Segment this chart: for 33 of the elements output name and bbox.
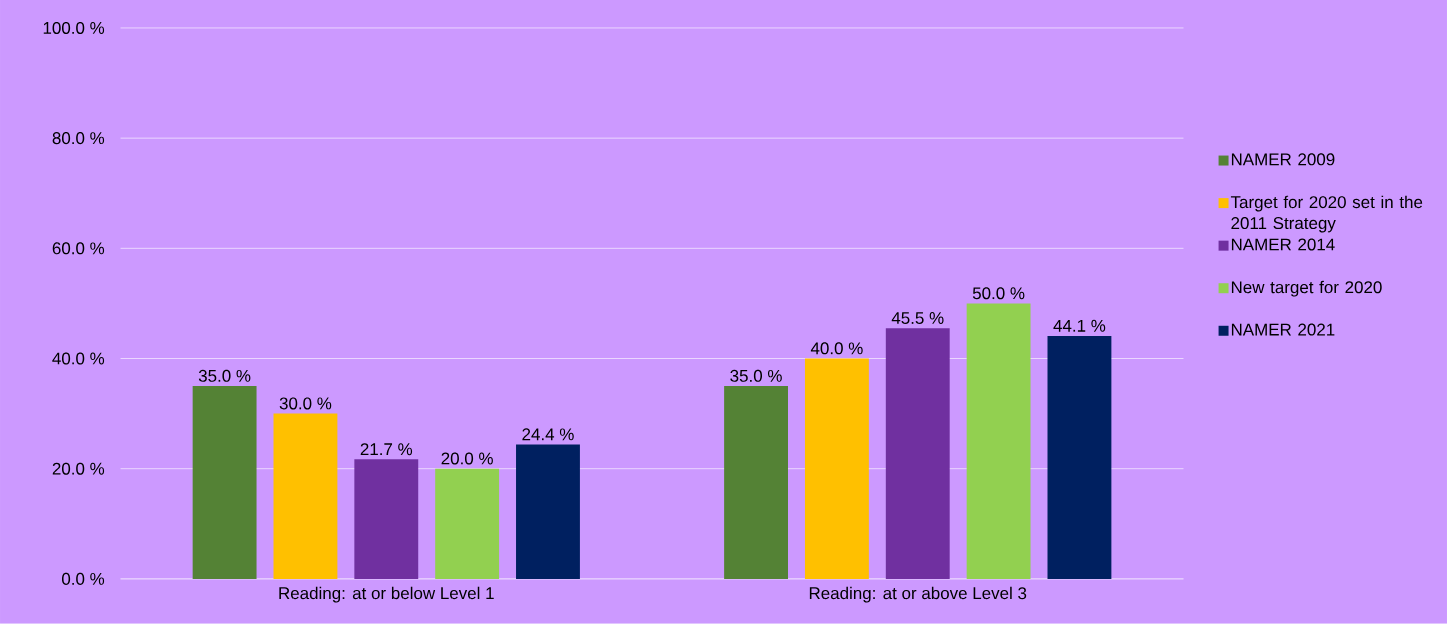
y-tick-label: 100.0 % [43, 22, 105, 35]
legend-label: NAMER 2021 [1231, 323, 1335, 336]
legend-label: NAMER 2009 [1231, 153, 1335, 166]
legend-label: NAMER 2014 [1231, 238, 1335, 251]
y-tick-label: 60.0 % [52, 242, 105, 255]
bar [354, 459, 419, 579]
bar [516, 444, 580, 579]
legend-label: Target for 2020 set in the 2011 Strategy [1230, 195, 1423, 233]
y-tick-label: 20.0 % [52, 462, 105, 475]
bar [724, 386, 788, 579]
data-label: 45.5 % [891, 312, 944, 325]
y-tick-label: 0.0 % [61, 572, 105, 585]
x-tick-label: Reading: at or above Level 3 [809, 586, 1027, 603]
y-tick-label: 40.0 % [52, 352, 105, 365]
data-label: 40.0 % [810, 342, 863, 355]
bar [273, 413, 338, 579]
data-label: 50.0 % [972, 287, 1025, 300]
bar [966, 303, 1031, 579]
y-tick-label: 80.0 % [52, 132, 105, 145]
data-label: 21.7 % [360, 443, 413, 456]
bar [885, 328, 950, 579]
x-tick-label: Reading: at or below Level 1 [279, 586, 494, 603]
bar [1047, 336, 1112, 579]
bar [804, 358, 869, 579]
data-label: 44.1 % [1053, 319, 1106, 332]
bar [192, 386, 257, 579]
bar [435, 468, 500, 579]
data-label: 30.0 % [279, 397, 332, 410]
data-label: 35.0 % [198, 369, 251, 382]
data-label: 24.4 % [522, 428, 574, 441]
legend-label: New target for 2020 [1231, 280, 1382, 297]
data-label: 20.0 % [441, 452, 493, 465]
data-label: 35.0 % [730, 369, 782, 382]
